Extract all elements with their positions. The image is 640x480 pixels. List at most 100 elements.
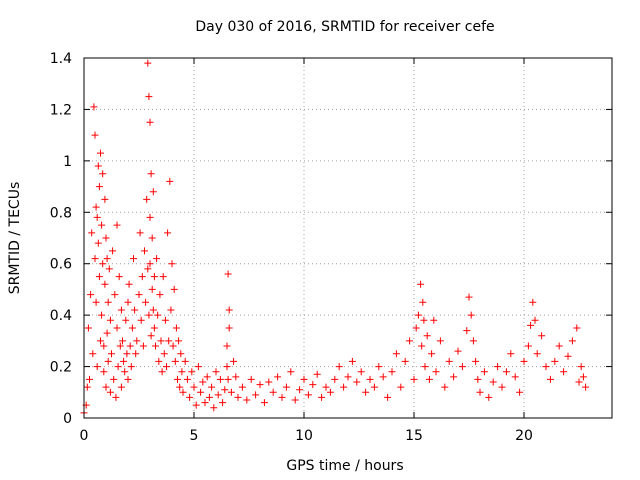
data-point xyxy=(128,324,136,332)
data-point xyxy=(84,324,92,332)
data-point xyxy=(388,368,396,376)
data-point xyxy=(102,383,110,391)
data-point xyxy=(474,375,482,383)
data-point xyxy=(375,363,383,371)
data-point xyxy=(203,373,211,381)
data-point xyxy=(144,59,152,67)
data-point xyxy=(99,260,107,268)
data-point xyxy=(147,170,155,178)
data-point xyxy=(370,383,378,391)
data-point xyxy=(322,383,330,391)
data-point xyxy=(161,316,169,324)
data-point xyxy=(192,401,200,409)
data-point xyxy=(463,327,471,335)
data-point xyxy=(99,170,107,178)
data-point xyxy=(159,273,167,281)
data-point xyxy=(224,270,232,278)
data-point xyxy=(401,357,409,365)
data-point xyxy=(190,383,198,391)
data-point xyxy=(247,375,255,383)
data-point xyxy=(234,393,242,401)
data-point xyxy=(425,375,433,383)
data-point xyxy=(112,393,120,401)
data-point xyxy=(353,378,361,386)
data-point xyxy=(225,324,233,332)
data-point xyxy=(104,357,112,365)
data-point xyxy=(170,285,178,293)
data-point xyxy=(120,357,128,365)
data-point xyxy=(225,306,233,314)
data-point xyxy=(113,324,121,332)
y-tick-label: 0.6 xyxy=(50,257,72,273)
data-point xyxy=(111,291,119,299)
data-point xyxy=(122,316,130,324)
data-point xyxy=(208,383,216,391)
data-point xyxy=(101,280,109,288)
data-point xyxy=(450,373,458,381)
data-point xyxy=(138,273,146,281)
data-point xyxy=(157,337,165,345)
data-point xyxy=(502,368,510,376)
data-point xyxy=(428,350,436,358)
data-point xyxy=(436,337,444,345)
data-point xyxy=(152,342,159,350)
chart-title: Day 030 of 2016, SRMTID for receiver cef… xyxy=(195,19,494,35)
data-point xyxy=(117,383,125,391)
data-point xyxy=(507,350,515,358)
data-point xyxy=(146,118,154,126)
data-point xyxy=(476,388,484,396)
data-point xyxy=(194,363,202,371)
data-point xyxy=(108,350,115,358)
data-point xyxy=(135,291,143,299)
data-point xyxy=(199,378,207,386)
data-point xyxy=(560,368,568,376)
data-point xyxy=(445,357,453,365)
data-point xyxy=(179,388,187,396)
data-point xyxy=(366,375,374,383)
data-point xyxy=(238,383,246,391)
data-point xyxy=(205,393,213,401)
data-point xyxy=(467,311,475,319)
data-point xyxy=(95,273,103,281)
data-point xyxy=(469,337,477,345)
data-point xyxy=(410,375,418,383)
data-point xyxy=(291,396,299,404)
data-point xyxy=(174,375,181,383)
y-tick-label: 1.2 xyxy=(50,102,72,118)
data-point xyxy=(564,352,572,360)
data-point xyxy=(344,373,352,381)
data-point xyxy=(256,381,264,389)
data-point xyxy=(418,342,426,350)
y-tick-label: 1.4 xyxy=(50,51,72,67)
data-point xyxy=(149,306,157,314)
data-point xyxy=(171,357,179,365)
data-point xyxy=(86,375,93,383)
data-point xyxy=(83,383,91,391)
data-point xyxy=(423,332,431,340)
data-point xyxy=(166,177,174,185)
data-point xyxy=(123,350,131,358)
data-point xyxy=(573,324,581,332)
data-point xyxy=(87,291,95,299)
data-point xyxy=(139,342,147,350)
data-point xyxy=(90,103,98,111)
data-point xyxy=(97,337,104,345)
data-points xyxy=(80,59,590,417)
data-point xyxy=(529,298,537,306)
data-point xyxy=(454,347,462,355)
data-point xyxy=(278,393,286,401)
data-point xyxy=(149,188,157,196)
data-point xyxy=(154,311,162,319)
data-point xyxy=(579,373,587,381)
data-point xyxy=(527,321,535,329)
data-point xyxy=(100,342,108,350)
data-point xyxy=(326,388,334,396)
data-point xyxy=(577,363,585,371)
data-point xyxy=(227,388,235,396)
data-point xyxy=(575,378,583,386)
y-tick-label: 0.8 xyxy=(50,205,72,221)
data-point xyxy=(392,350,400,358)
data-point xyxy=(498,383,506,391)
data-point xyxy=(178,368,186,376)
